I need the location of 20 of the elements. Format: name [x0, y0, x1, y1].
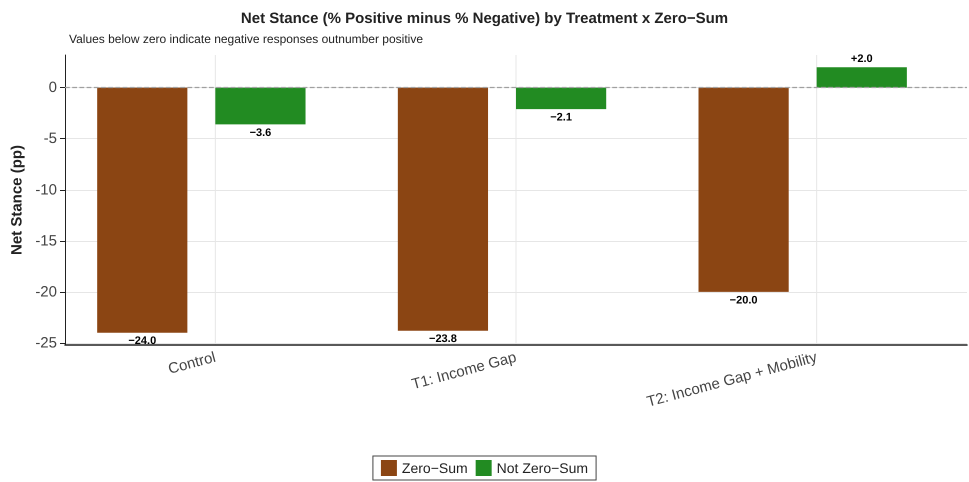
data-label: −20.0 — [730, 294, 758, 306]
legend-label: Zero−Sum — [402, 460, 468, 476]
data-label: −23.8 — [429, 333, 457, 346]
legend-label: Not Zero−Sum — [496, 460, 588, 476]
y-tick-label: -15 — [35, 232, 57, 250]
y-tick-label: -5 — [44, 130, 57, 148]
data-label: +2.0 — [850, 52, 873, 65]
data-label: −24.0 — [128, 335, 156, 348]
y-tick-label: -10 — [35, 181, 57, 198]
y-axis-title: Net Stance (pp) — [8, 144, 26, 256]
y-tick-label: 0 — [48, 79, 57, 96]
y-tick-label: -25 — [35, 334, 57, 352]
chart-subtitle: Values below zero indicate negative responses outnumber positive — [69, 32, 424, 46]
chart-title: Net Stance (% Positive minus % Negative) by Treatment x Zero−Sum — [240, 10, 728, 27]
x-tick-label: Control — [166, 348, 218, 378]
data-label: −2.1 — [550, 112, 572, 124]
x-tick-label: T2: Income Gap + Mobility — [644, 348, 820, 411]
y-tick-label: -20 — [35, 283, 57, 300]
data-label: −3.6 — [250, 126, 272, 139]
x-tick-label: T1: Income Gap — [410, 348, 518, 394]
